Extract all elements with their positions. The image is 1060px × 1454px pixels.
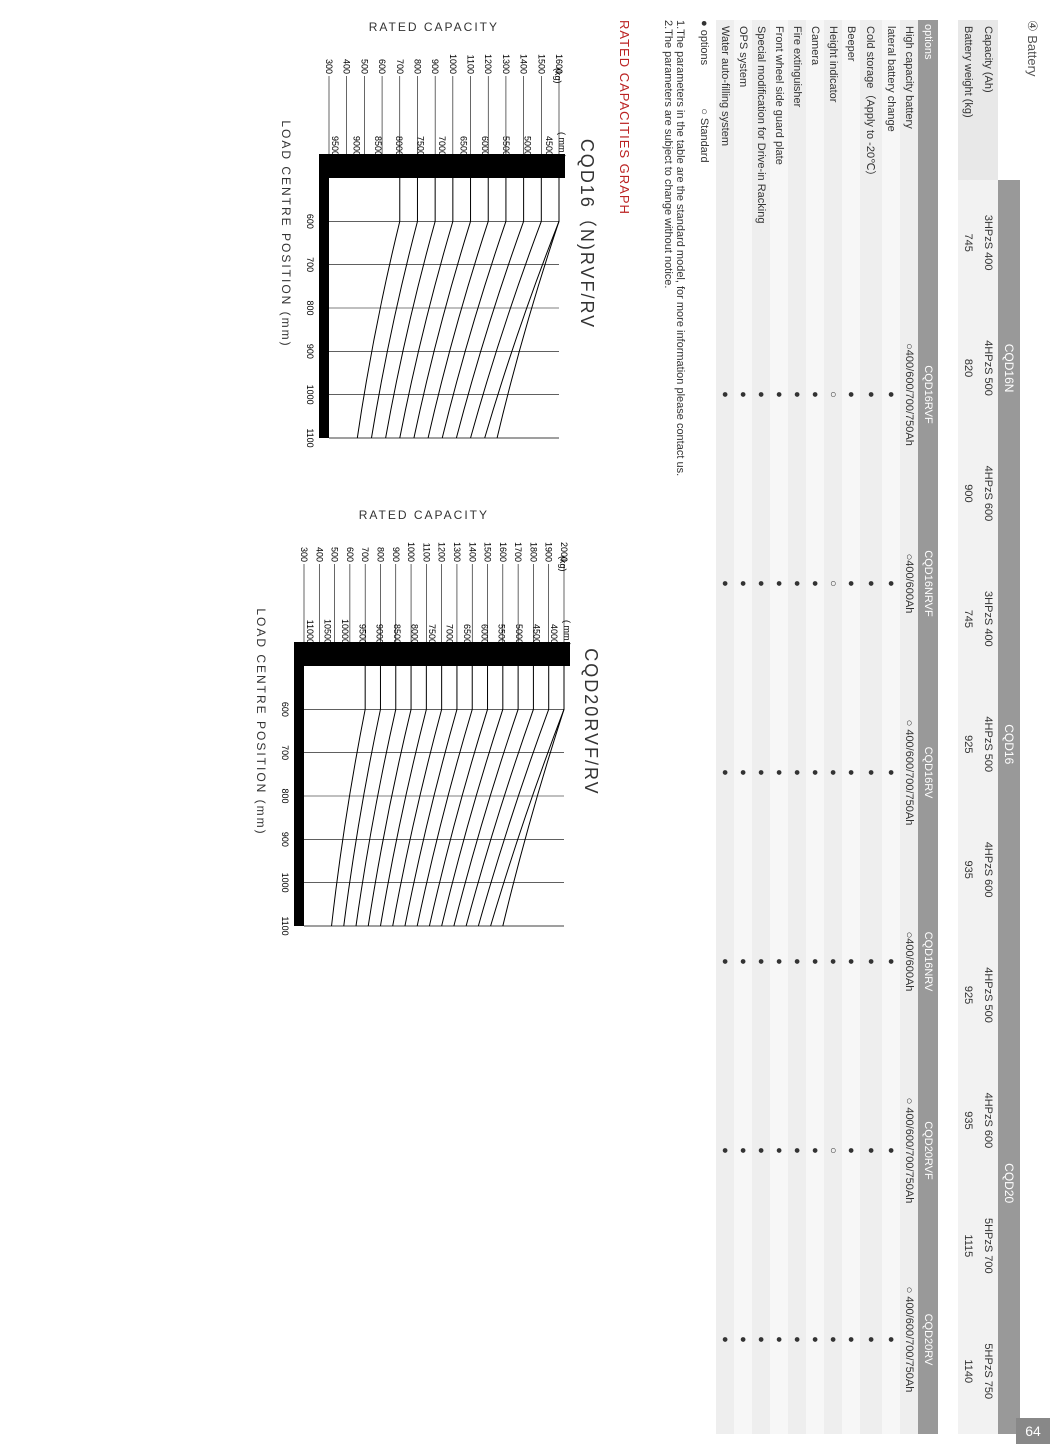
svg-text:1400: 1400: [519, 54, 529, 74]
svg-text:4500: 4500: [544, 136, 554, 156]
svg-text:300: 300: [299, 547, 309, 562]
svg-text:1100: 1100: [280, 916, 290, 935]
svg-text:1200: 1200: [483, 54, 493, 74]
svg-text:1600: 1600: [498, 542, 508, 562]
svg-text:9000: 9000: [375, 624, 385, 644]
svg-text:1500: 1500: [483, 542, 493, 562]
svg-text:5000: 5000: [514, 624, 524, 644]
svg-text:1500: 1500: [536, 54, 546, 74]
svg-text:6000: 6000: [479, 624, 489, 644]
svg-text:1300: 1300: [452, 542, 462, 562]
svg-text:700: 700: [305, 257, 315, 272]
chart1-ylabel: RATED CAPACITY: [369, 20, 499, 34]
svg-text:1000: 1000: [448, 54, 458, 74]
svg-text:700: 700: [280, 745, 290, 760]
svg-text:6500: 6500: [458, 136, 468, 156]
svg-text:400: 400: [314, 547, 324, 562]
chart1-xlabel: LOAD CENTRE POSITION (mm): [279, 120, 293, 347]
svg-text:800: 800: [305, 300, 315, 315]
svg-text:4500: 4500: [532, 624, 542, 644]
svg-text:5000: 5000: [523, 136, 533, 156]
chart1-title: CQD16（N)RVF/RV: [575, 139, 601, 329]
svg-text:1300: 1300: [501, 54, 511, 74]
section-title: ④ Battery: [1024, 20, 1040, 1434]
chart2-title: CQD20RVF/RV: [580, 648, 601, 795]
svg-text:800: 800: [412, 59, 422, 74]
chart2-xlabel: LOAD CENTRE POSITION (mm): [254, 608, 268, 835]
svg-text:500: 500: [330, 547, 340, 562]
svg-text:600: 600: [345, 547, 355, 562]
chart2-block: CQD20RVF/RV RATED CAPACITY (kg)( mm )200…: [254, 508, 601, 936]
legend: ● options ○ Standard: [698, 20, 710, 1434]
chart1-block: CQD16（N)RVF/RV RATED CAPACITY (kg)( mm )…: [254, 20, 601, 448]
svg-text:10500: 10500: [322, 619, 332, 644]
svg-text:600: 600: [280, 702, 290, 717]
svg-text:9500: 9500: [330, 136, 340, 156]
svg-text:1200: 1200: [437, 542, 447, 562]
svg-text:400: 400: [342, 59, 352, 74]
svg-text:1100: 1100: [421, 543, 431, 562]
svg-text:2000: 2000: [559, 542, 569, 562]
svg-text:700: 700: [395, 59, 405, 74]
svg-text:4000: 4000: [549, 624, 559, 644]
svg-text:5500: 5500: [497, 624, 507, 644]
svg-text:1100: 1100: [466, 55, 476, 74]
svg-text:1400: 1400: [467, 542, 477, 562]
page-number: 64: [1016, 1418, 1050, 1444]
graphs-row: CQD16（N)RVF/RV RATED CAPACITY (kg)( mm )…: [254, 20, 601, 1434]
svg-text:7500: 7500: [427, 624, 437, 644]
svg-text:800: 800: [280, 788, 290, 803]
svg-text:7000: 7000: [437, 136, 447, 156]
graph-section-title: RATED CAPACITIES GRAPH: [617, 20, 632, 1434]
svg-text:5500: 5500: [501, 136, 511, 156]
svg-text:8000: 8000: [410, 624, 420, 644]
svg-text:7000: 7000: [444, 624, 454, 644]
chart2: (kg)( mm )200019001800170016001500140013…: [274, 526, 574, 936]
svg-text:900: 900: [305, 344, 315, 359]
battery-table: CQD16NCQD16CQD20Capacity (Ah)3HPzS 4004H…: [958, 20, 1020, 1434]
svg-text:9000: 9000: [351, 136, 361, 156]
svg-text:1000: 1000: [305, 385, 315, 405]
svg-text:900: 900: [391, 547, 401, 562]
svg-text:1000: 1000: [406, 542, 416, 562]
svg-text:1700: 1700: [513, 542, 523, 562]
svg-text:600: 600: [305, 214, 315, 229]
svg-text:9500: 9500: [357, 624, 367, 644]
svg-text:10000: 10000: [340, 619, 350, 644]
svg-text:8500: 8500: [373, 136, 383, 156]
svg-text:( mm ): ( mm ): [557, 132, 567, 158]
svg-text:8000: 8000: [394, 136, 404, 156]
svg-text:700: 700: [360, 547, 370, 562]
svg-text:1600: 1600: [554, 54, 564, 74]
svg-text:600: 600: [377, 59, 387, 74]
legend-standard: ○ Standard: [698, 108, 710, 162]
options-table: optionsCQD16RVFCQD16NRVFCQD16RVCQD16NRVC…: [716, 20, 938, 1434]
notes: 1.The parameters in the table are the st…: [662, 20, 686, 1434]
chart1: (kg)( mm )160015001400130012001100100090…: [299, 38, 569, 448]
svg-text:300: 300: [324, 59, 334, 74]
svg-text:1800: 1800: [528, 542, 538, 562]
svg-text:6000: 6000: [480, 136, 490, 156]
svg-text:900: 900: [280, 832, 290, 847]
svg-text:900: 900: [430, 59, 440, 74]
svg-text:500: 500: [359, 59, 369, 74]
chart2-ylabel: RATED CAPACITY: [359, 508, 489, 522]
svg-text:( mm ): ( mm ): [562, 620, 572, 646]
svg-text:800: 800: [375, 547, 385, 562]
svg-text:1100: 1100: [305, 428, 315, 447]
svg-text:7500: 7500: [416, 136, 426, 156]
svg-text:1900: 1900: [544, 542, 554, 562]
svg-text:1000: 1000: [280, 873, 290, 893]
svg-text:8500: 8500: [392, 624, 402, 644]
svg-text:11000: 11000: [305, 620, 315, 644]
legend-options: ● options: [698, 20, 710, 65]
svg-text:6500: 6500: [462, 624, 472, 644]
